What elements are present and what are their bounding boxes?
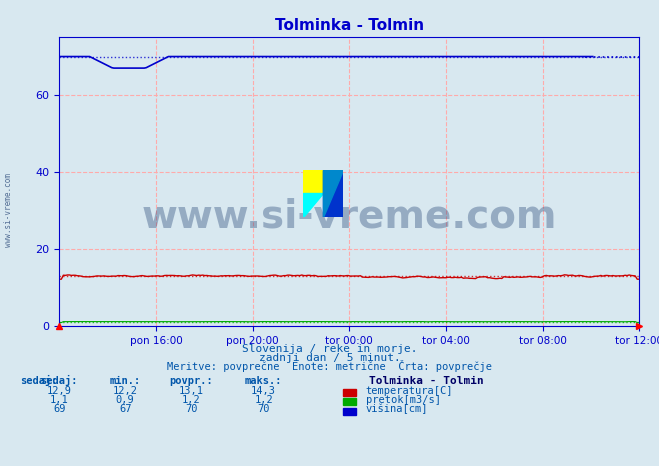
Text: 69: 69	[53, 404, 65, 414]
Text: maks.:: maks.:	[245, 377, 282, 386]
Text: povpr.:: povpr.:	[169, 377, 213, 386]
Text: www.si-vreme.com: www.si-vreme.com	[4, 173, 13, 247]
Text: pretok[m3/s]: pretok[m3/s]	[366, 395, 441, 405]
Text: Meritve: povprečne  Enote: metrične  Črta: povprečje: Meritve: povprečne Enote: metrične Črta:…	[167, 361, 492, 372]
Text: 1,1: 1,1	[50, 395, 69, 405]
Polygon shape	[303, 193, 323, 217]
Text: Tolminka - Tolmin: Tolminka - Tolmin	[369, 377, 484, 386]
Text: Slovenija / reke in morje.: Slovenija / reke in morje.	[242, 344, 417, 354]
Title: Tolminka - Tolmin: Tolminka - Tolmin	[275, 18, 424, 34]
Text: 70: 70	[185, 404, 197, 414]
Text: 12,2: 12,2	[113, 386, 138, 396]
Polygon shape	[303, 170, 323, 193]
Text: 13,1: 13,1	[179, 386, 204, 396]
Text: 0,9: 0,9	[116, 395, 134, 405]
Text: www.si-vreme.com: www.si-vreme.com	[142, 198, 557, 235]
Text: 70: 70	[258, 404, 270, 414]
Text: min.:: min.:	[109, 377, 141, 386]
Text: višina[cm]: višina[cm]	[366, 404, 428, 414]
Text: temperatura[C]: temperatura[C]	[366, 386, 453, 396]
Text: sedaj:: sedaj:	[20, 376, 57, 386]
Text: sedaj:: sedaj:	[41, 376, 78, 386]
Polygon shape	[323, 170, 343, 217]
Polygon shape	[323, 170, 343, 217]
Text: 67: 67	[119, 404, 131, 414]
Text: 12,9: 12,9	[47, 386, 72, 396]
Text: 1,2: 1,2	[182, 395, 200, 405]
Text: 1,2: 1,2	[254, 395, 273, 405]
Text: zadnji dan / 5 minut.: zadnji dan / 5 minut.	[258, 353, 401, 363]
Text: 14,3: 14,3	[251, 386, 276, 396]
